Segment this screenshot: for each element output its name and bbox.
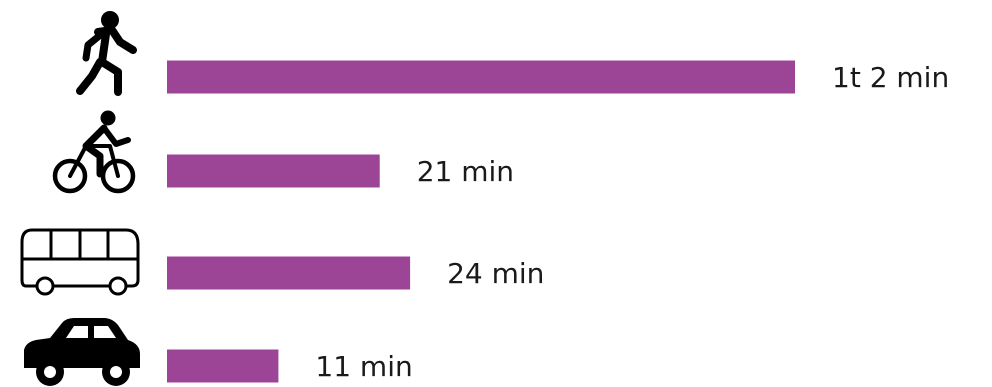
bar-label-car: 11 min <box>315 350 412 383</box>
bus-icon <box>20 228 140 296</box>
bar-label-cycling: 21 min <box>417 155 514 188</box>
bar-walking <box>167 60 795 94</box>
bar-car <box>167 349 279 383</box>
bicycle-icon <box>52 110 136 194</box>
walking-person-icon <box>76 11 137 96</box>
bar-cycling <box>167 154 380 188</box>
bar-bus <box>167 256 411 290</box>
car-icon <box>24 318 140 386</box>
bar-label-walking: 1t 2 min <box>832 61 949 94</box>
bar-label-bus: 24 min <box>447 257 544 290</box>
